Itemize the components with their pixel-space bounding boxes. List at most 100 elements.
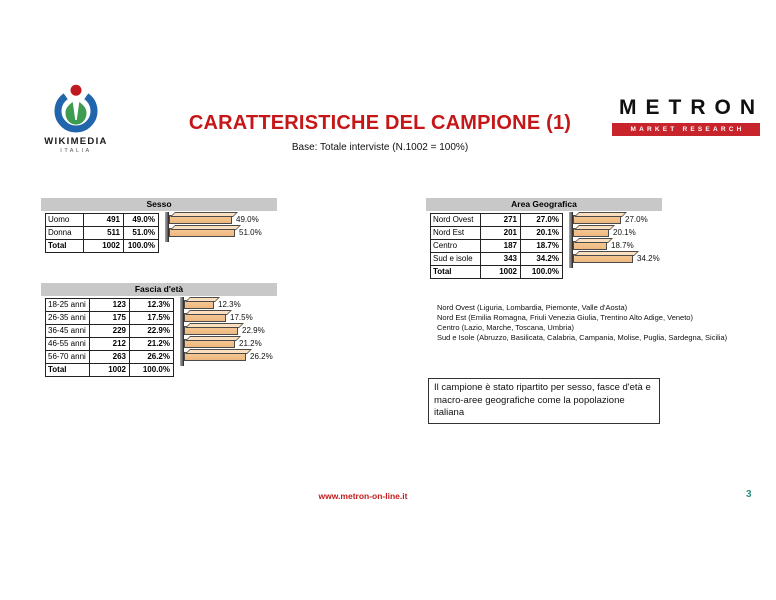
wikimedia-logo-subtext: ITALIA <box>60 148 92 154</box>
note-line: Nord Est (Emilia Romagna, Friuli Venezia… <box>437 313 693 322</box>
metron-logo-text: METRON <box>619 96 764 119</box>
data-table: 18-25 anni 123 12.3% 26-35 anni 175 17.5% 36-4… <box>45 298 174 377</box>
bar-value-label: 18.7% <box>611 241 634 250</box>
section-fascia-eta: Fascia d'età 18-25 anni 123 12.3% 26-35 anni… <box>41 283 277 377</box>
page-number: 3 <box>746 489 752 500</box>
table-row: Nord Est 201 20.1% <box>430 226 563 240</box>
page-title: CARATTERISTICHE DEL CAMPIONE (1) <box>188 112 572 134</box>
chart-axis <box>165 212 169 242</box>
cell-count: 1002 <box>83 239 124 253</box>
bar-value-label: 22.9% <box>242 326 265 335</box>
cell-percent: 26.2% <box>129 350 174 364</box>
bar <box>573 228 609 237</box>
bar <box>573 215 621 224</box>
bar <box>573 241 607 250</box>
table-title: Area Geografica <box>426 198 662 211</box>
metron-logo-tagline: MARKET RESEARCH <box>612 123 760 136</box>
cell-label: 18-25 anni <box>45 298 90 312</box>
cell-label: Total <box>45 239 84 253</box>
cell-percent: 49.0% <box>123 213 159 227</box>
cell-percent: 12.3% <box>129 298 174 312</box>
bar <box>573 254 633 263</box>
cell-count: 343 <box>480 252 521 266</box>
bar-value-label: 26.2% <box>250 352 273 361</box>
cell-label: 36-45 anni <box>45 324 90 338</box>
bar-chart: 49.0% 51.0% <box>165 212 262 242</box>
wikimedia-logo-text: WIKIMEDIA <box>44 136 108 147</box>
base-note: Base: Totale interviste (N.1002 = 100%) <box>291 142 469 153</box>
cell-count: 123 <box>89 298 130 312</box>
table-row: Centro 187 18.7% <box>430 239 563 253</box>
cell-percent: 100.0% <box>520 265 563 279</box>
cell-label: Uomo <box>45 213 84 227</box>
cell-percent: 34.2% <box>520 252 563 266</box>
table-row: Uomo 491 49.0% <box>45 213 159 227</box>
metron-logo: METRON MARKET RESEARCH <box>612 96 760 136</box>
table-row: 46-55 anni 212 21.2% <box>45 337 174 351</box>
cell-percent: 51.0% <box>123 226 159 240</box>
bar-value-label: 20.1% <box>613 228 636 237</box>
cell-count: 491 <box>83 213 124 227</box>
bar-value-label: 49.0% <box>236 215 259 224</box>
table-row: Donna 511 51.0% <box>45 226 159 240</box>
cell-label: 46-55 anni <box>45 337 90 351</box>
cell-label: 26-35 anni <box>45 311 90 325</box>
table-row: 18-25 anni 123 12.3% <box>45 298 174 312</box>
table-row: 26-35 anni 175 17.5% <box>45 311 174 325</box>
table-title: Sesso <box>41 198 277 211</box>
cell-label: Centro <box>430 239 481 253</box>
note-line: Sud e Isole (Abruzzo, Basilicata, Calabr… <box>437 333 728 342</box>
chart-axis <box>569 212 573 268</box>
cell-count: 511 <box>83 226 124 240</box>
bar <box>169 215 232 224</box>
cell-percent: 18.7% <box>520 239 563 253</box>
wikimedia-logo: WIKIMEDIA ITALIA <box>28 84 124 154</box>
footer-url[interactable]: www.metron-on-line.it <box>318 491 408 501</box>
bar-value-label: 12.3% <box>218 300 241 309</box>
cell-count: 212 <box>89 337 130 351</box>
table-row: Total 1002 100.0% <box>430 265 563 279</box>
bar <box>184 339 235 348</box>
bar-value-label: 51.0% <box>239 228 262 237</box>
bar-chart: 27.0% 20.1% 18.7% 34.2% <box>569 212 660 268</box>
bar <box>184 313 226 322</box>
cell-label: Total <box>430 265 481 279</box>
cell-count: 263 <box>89 350 130 364</box>
bar-value-label: 21.2% <box>239 339 262 348</box>
cell-count: 1002 <box>480 265 521 279</box>
table-row: 56-70 anni 263 26.2% <box>45 350 174 364</box>
wikimedia-logo-icon <box>54 84 98 133</box>
cell-count: 175 <box>89 311 130 325</box>
cell-label: Sud e isole <box>430 252 481 266</box>
bar <box>184 326 238 335</box>
region-notes: Nord Ovest (Liguria, Lombardia, Piemonte… <box>437 303 747 343</box>
table-row: Sud e isole 343 34.2% <box>430 252 563 266</box>
cell-percent: 22.9% <box>129 324 174 338</box>
note-line: Centro (Lazio, Marche, Toscana, Umbria) <box>437 323 574 332</box>
cell-count: 271 <box>480 213 521 227</box>
table-row: Total 1002 100.0% <box>45 239 159 253</box>
bar-value-label: 34.2% <box>637 254 660 263</box>
cell-count: 1002 <box>89 363 130 377</box>
table-row: Total 1002 100.0% <box>45 363 174 377</box>
section-area-geografica: Area Geografica Nord Ovest 271 27.0% Nord Es… <box>426 198 662 279</box>
cell-label: Total <box>45 363 90 377</box>
cell-label: Nord Est <box>430 226 481 240</box>
bar <box>169 228 235 237</box>
bar <box>184 352 246 361</box>
bar-chart: 12.3% 17.5% 22.9% 21.2% 26.2% <box>180 297 273 366</box>
cell-percent: 21.2% <box>129 337 174 351</box>
data-table: Nord Ovest 271 27.0% Nord Est 201 20.1% Centro… <box>430 213 563 279</box>
note-line: Nord Ovest (Liguria, Lombardia, Piemonte… <box>437 303 628 312</box>
cell-percent: 27.0% <box>520 213 563 227</box>
callout-box: Il campione è stato ripartito per sesso,… <box>428 378 660 424</box>
cell-count: 201 <box>480 226 521 240</box>
cell-percent: 100.0% <box>129 363 174 377</box>
cell-count: 229 <box>89 324 130 338</box>
data-table: Uomo 491 49.0% Donna 511 51.0% Total 1002 100.0% <box>45 213 159 253</box>
table-row: Nord Ovest 271 27.0% <box>430 213 563 227</box>
cell-label: Donna <box>45 226 84 240</box>
bar-value-label: 27.0% <box>625 215 648 224</box>
title-block: CARATTERISTICHE DEL CAMPIONE (1) Base: T… <box>140 112 620 153</box>
